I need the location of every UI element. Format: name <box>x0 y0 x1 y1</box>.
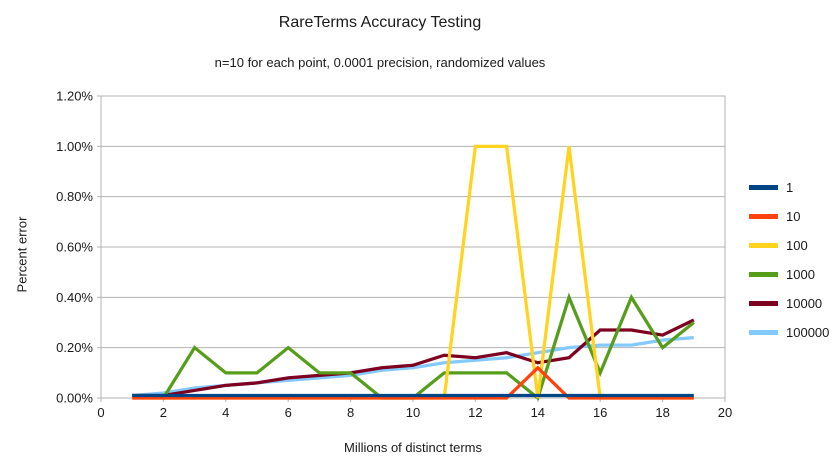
y-tick-label: 0.00% <box>56 391 93 406</box>
x-tick-label: 16 <box>593 405 607 420</box>
x-tick-label: 20 <box>718 405 732 420</box>
y-axis-title: Percent error <box>14 216 30 293</box>
x-tick-label: 4 <box>222 405 229 420</box>
y-tick-label: 0.20% <box>56 340 93 355</box>
legend-label-1000: 1000 <box>786 267 815 282</box>
x-tick-label: 12 <box>468 405 482 420</box>
x-tick-label: 6 <box>285 405 292 420</box>
legend-swatch-1 <box>749 185 778 190</box>
legend-item-1000: 1000 <box>749 260 829 289</box>
legend-item-10000: 10000 <box>749 289 829 318</box>
x-tick-label: 2 <box>160 405 167 420</box>
legend-swatch-100 <box>749 243 778 248</box>
x-tick-label: 0 <box>97 405 104 420</box>
y-tick-label: 1.00% <box>56 139 93 154</box>
legend-swatch-10000 <box>749 301 778 306</box>
legend-swatch-100000 <box>749 330 778 335</box>
legend-item-10: 10 <box>749 202 829 231</box>
legend-label-1: 1 <box>786 180 794 195</box>
x-axis-title: Millions of distinct terms <box>344 440 482 455</box>
legend-item-1: 1 <box>749 173 829 202</box>
y-tick-label: 0.40% <box>56 290 93 305</box>
x-tick-label: 10 <box>406 405 420 420</box>
y-tick-label: 1.20% <box>56 89 93 104</box>
legend-item-100000: 100000 <box>749 318 829 347</box>
x-tick-label: 8 <box>347 405 354 420</box>
chart-title: RareTerms Accuracy Testing <box>278 14 482 31</box>
legend-swatch-1000 <box>749 272 778 277</box>
y-tick-label: 0.60% <box>56 240 93 255</box>
legend-swatch-10 <box>749 214 778 219</box>
legend-label-100: 100 <box>786 238 808 253</box>
legend-item-100: 100 <box>749 231 829 260</box>
chart-subtitle: n=10 for each point, 0.0001 precision, r… <box>214 55 546 70</box>
legend: 1 10 100 1000 10000 100000 <box>749 173 829 347</box>
legend-label-100000: 100000 <box>786 325 830 340</box>
series-line-10000 <box>132 318 695 398</box>
x-tick-label: 18 <box>655 405 669 420</box>
y-tick-label: 0.80% <box>56 189 93 204</box>
x-tick-label: 14 <box>531 405 545 420</box>
series-line-100 <box>132 144 694 400</box>
legend-label-10000: 10000 <box>786 296 823 311</box>
legend-label-10: 10 <box>786 209 801 224</box>
series-line-10 <box>132 365 694 400</box>
